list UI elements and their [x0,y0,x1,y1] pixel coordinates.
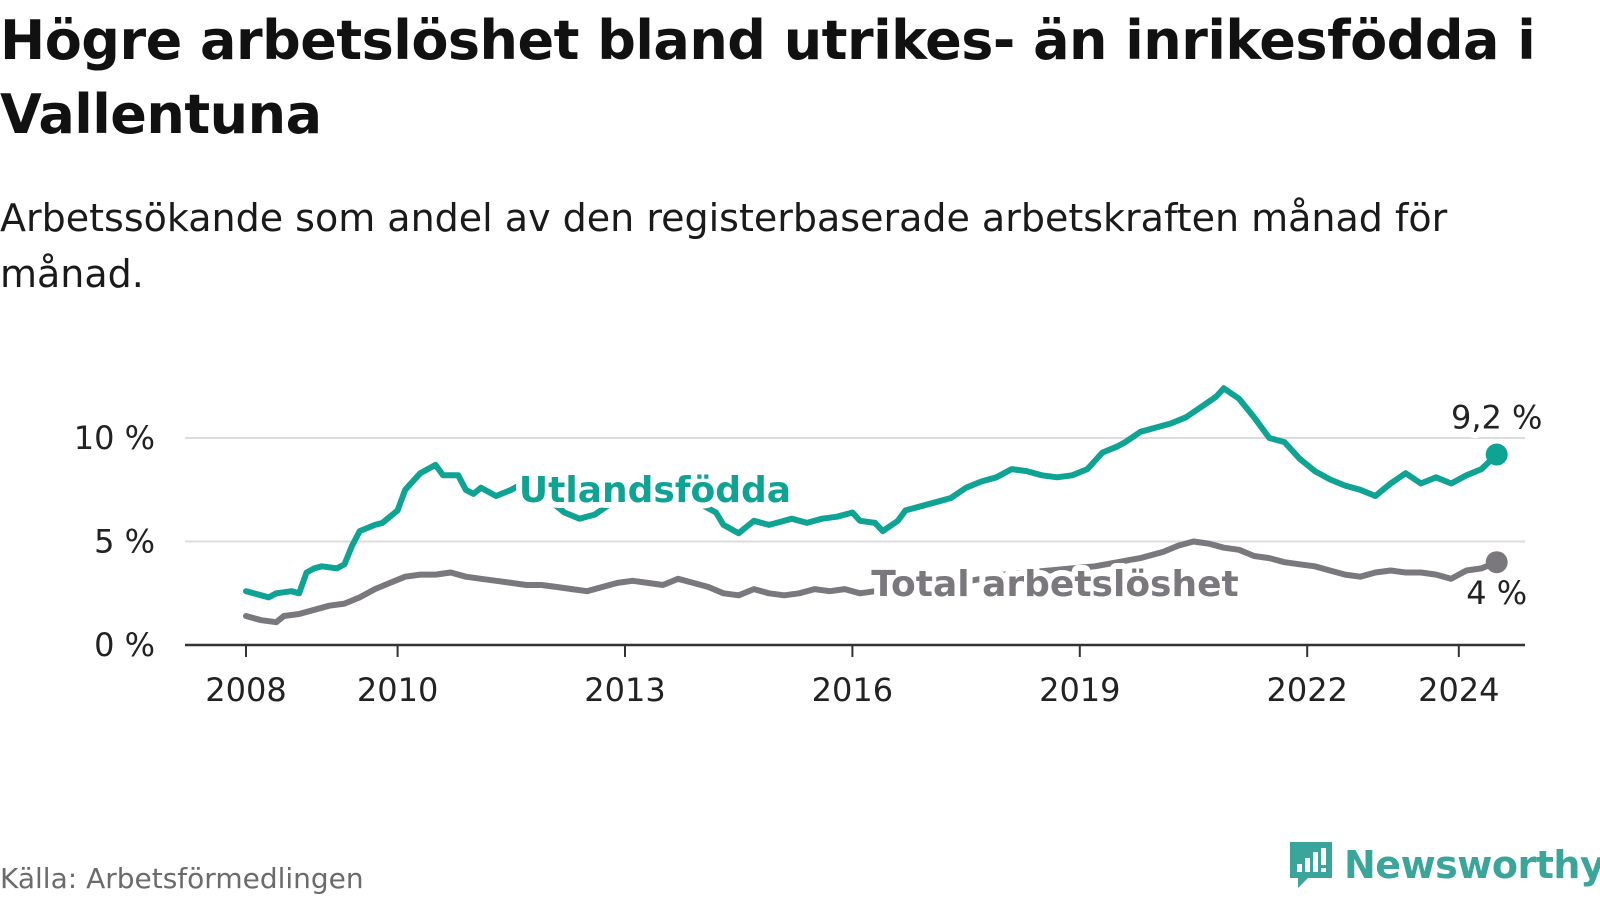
y-tick-label: 5 % [94,523,155,561]
x-tick-label: 2024 [1418,671,1499,709]
end-value-label: 4 % [1466,574,1527,612]
x-tick-label: 2019 [1039,671,1120,709]
series-name-label-halo: Total arbetslöshet [871,564,1239,605]
chart-subtitle: Arbetssökande som andel av den registerb… [0,196,1448,296]
series-name-label-halo: Utlandsfödda [519,470,791,511]
series-end-point [1485,443,1508,466]
series-name-label: Utlandsfödda [519,470,791,511]
x-tick-label: 2022 [1266,671,1347,709]
x-tick-label: 2016 [812,671,893,709]
series-line [243,385,1500,601]
newsworthy-logo-icon [1290,842,1332,888]
y-axis: 0 % 5 % 10 % [74,419,155,664]
brand-logo: Newsworthy [1288,840,1600,890]
x-tick-label: 2008 [205,671,286,709]
end-value-label-halo: 4 % [1466,574,1527,612]
series-lines [243,385,1508,626]
x-tick-label: 2013 [584,671,665,709]
y-tick-label: 0 % [94,626,155,664]
source-note: Källa: Arbetsförmedlingen [0,862,364,895]
x-tick-label: 2010 [357,671,438,709]
series-end-point [1485,551,1508,574]
chart-title: Högre arbetslöshet bland utrikes- än inr… [0,9,1536,146]
x-axis: 2008 2010 2013 2016 2019 2022 2024 [185,643,1525,709]
gridlines [185,437,1525,543]
brand-name: Newsworthy [1344,843,1600,887]
series-line [243,538,1500,626]
series-name-label: Total arbetslöshet [871,564,1239,605]
y-tick-label: 10 % [74,419,155,457]
end-value-label-halo: 9,2 % [1451,399,1542,437]
end-value-label: 9,2 % [1451,399,1542,437]
